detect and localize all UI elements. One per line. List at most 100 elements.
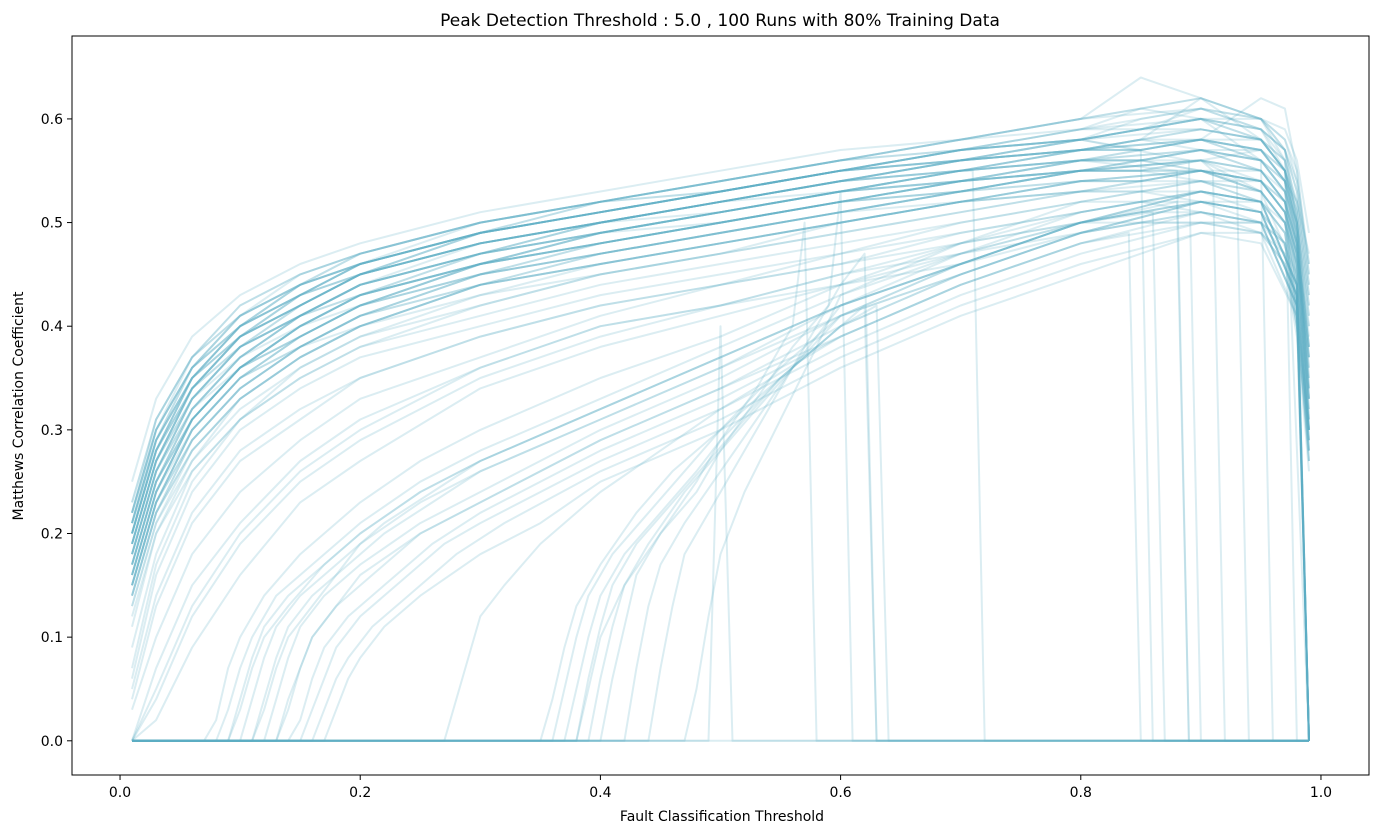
series-line-7 [131, 169, 1310, 565]
series-line-62 [132, 190, 1310, 742]
series-line-81 [131, 159, 1310, 586]
series-line-50 [132, 200, 1310, 742]
series-line-97 [131, 117, 1310, 524]
series-line-70 [131, 169, 1309, 742]
series-line-9 [131, 169, 1310, 586]
series-line-42 [132, 190, 1310, 742]
series-line-86 [131, 159, 1310, 576]
series-line-66 [131, 138, 1309, 742]
series-line-78 [131, 97, 1310, 555]
series-line-40 [132, 190, 1310, 742]
series-line-51 [132, 231, 1309, 742]
series-line-38 [131, 221, 1310, 742]
series-line-64 [132, 221, 1309, 742]
series-line-89 [131, 169, 1310, 628]
series-line-75 [131, 149, 1310, 576]
series-line-14 [131, 149, 1310, 565]
x-tick-label: 0.0 [109, 785, 131, 801]
series-line-27 [131, 128, 1310, 534]
series-line-95 [131, 128, 1310, 545]
series-line-87 [131, 180, 1310, 669]
series-line-91 [131, 117, 1310, 534]
series-line-79 [131, 117, 1310, 524]
series-line-83 [131, 107, 1310, 514]
series-line-36 [131, 221, 1310, 742]
series-line-18 [131, 117, 1310, 524]
series-line-92 [131, 159, 1310, 586]
series-line-21 [131, 138, 1310, 534]
series-line-25 [131, 138, 1310, 555]
y-axis-ticks: 0.0 0.1 0.2 0.3 0.4 0.5 0.6 [41, 112, 72, 750]
series-line-15 [131, 159, 1310, 576]
series-line-13 [131, 138, 1310, 555]
series-line-44 [132, 304, 1309, 742]
series-line-59 [132, 190, 1309, 742]
series-line-48 [132, 231, 1310, 742]
series-line-1 [131, 76, 1310, 482]
x-tick-label: 1.0 [1310, 785, 1332, 801]
series-lines [131, 76, 1310, 742]
series-line-26 [131, 169, 1310, 586]
series-line-94 [131, 149, 1310, 565]
series-line-30 [131, 117, 1310, 524]
series-line-47 [132, 231, 1310, 742]
series-line-63 [132, 325, 1309, 742]
series-line-5 [131, 149, 1310, 545]
series-line-76 [131, 128, 1310, 534]
series-line-52 [132, 190, 1310, 742]
series-line-96 [131, 169, 1310, 596]
chart-title: Peak Detection Threshold : 5.0 , 100 Run… [440, 11, 1000, 31]
series-line-31 [131, 190, 1310, 679]
series-line-82 [131, 128, 1310, 534]
y-axis-label: Matthews Correlation Coefficient [11, 291, 27, 521]
x-tick-label: 0.4 [589, 785, 611, 801]
plot-frame [71, 35, 1370, 776]
y-tick-label: 0.3 [41, 423, 63, 439]
y-tick-label: 0.1 [41, 630, 63, 646]
series-line-3 [131, 107, 1310, 524]
series-line-56 [132, 304, 1309, 742]
series-line-53 [132, 221, 1310, 742]
series-line-16 [131, 169, 1310, 586]
series-line-29 [131, 180, 1310, 596]
series-line-34 [131, 211, 1310, 742]
series-line-39 [132, 180, 1310, 742]
series-line-28 [131, 138, 1310, 545]
series-line-61 [132, 252, 1309, 742]
series-line-37 [131, 200, 1310, 690]
series-line-57 [132, 211, 1310, 742]
y-tick-label: 0.5 [41, 216, 63, 232]
series-line-84 [131, 169, 1310, 607]
series-line-65 [131, 169, 1309, 742]
series-line-73 [131, 138, 1310, 741]
series-line-33 [131, 200, 1310, 711]
series-line-68 [131, 138, 1309, 742]
series-line-22 [131, 97, 1310, 503]
series-line-23 [131, 149, 1310, 565]
series-line-11 [131, 97, 1310, 534]
series-line-67 [131, 159, 1309, 742]
x-axis-label: Fault Classification Threshold [620, 809, 824, 825]
series-line-8 [131, 159, 1310, 576]
series-line-71 [131, 117, 1309, 742]
x-axis-ticks: 0.0 0.2 0.4 0.6 0.8 1.0 [109, 775, 1332, 801]
series-line-43 [132, 200, 1310, 742]
series-line-35 [131, 211, 1310, 742]
series-line-60 [132, 200, 1310, 742]
series-line-90 [131, 138, 1310, 555]
series-line-54 [132, 200, 1310, 742]
y-tick-label: 0.4 [41, 319, 63, 335]
series-line-24 [131, 159, 1310, 576]
series-line-2 [131, 107, 1310, 514]
series-line-19 [131, 180, 1310, 607]
series-line-77 [131, 169, 1310, 596]
series-line-55 [132, 200, 1310, 742]
x-tick-label: 0.2 [349, 785, 371, 801]
series-line-41 [132, 200, 1309, 742]
x-tick-label: 0.6 [829, 785, 851, 801]
series-line-80 [131, 149, 1310, 565]
series-line-45 [132, 211, 1310, 742]
series-line-46 [132, 221, 1310, 742]
